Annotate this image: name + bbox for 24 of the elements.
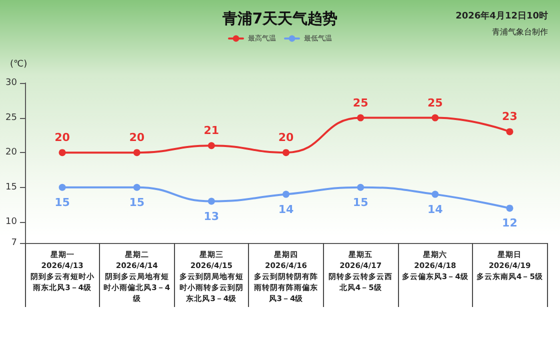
data-label: 23 — [502, 110, 518, 124]
data-label: 15 — [352, 196, 368, 209]
text: 青浦气象台制作 — [492, 28, 548, 36]
data-label: 25 — [352, 96, 368, 110]
y-tick-label: 25 — [6, 112, 17, 123]
text: 2026年4月12日10时 — [456, 10, 548, 22]
y-tick-label: 30 — [6, 78, 18, 88]
data-label: 14 — [278, 202, 294, 216]
data-label: 20 — [278, 131, 294, 144]
y-tick-label: 20 — [6, 148, 18, 158]
data-label: 15 — [129, 196, 145, 209]
data-label: 20 — [54, 131, 70, 144]
data-label: 20 — [129, 131, 145, 144]
data-label: 25 — [427, 96, 443, 110]
data-label: 15 — [54, 196, 70, 209]
data-label: 13 — [204, 210, 220, 223]
data-label: 12 — [502, 216, 518, 230]
data-label: 14 — [427, 202, 444, 216]
y-axis-title: (℃) — [10, 60, 28, 70]
chart-title: 青浦7天天气趋势 — [221, 10, 338, 28]
y-tick-label: 10 — [6, 217, 18, 228]
y-tick-label: 7 — [11, 238, 17, 248]
data-label: 21 — [204, 124, 220, 138]
y-tick-label: 15 — [6, 182, 17, 192]
